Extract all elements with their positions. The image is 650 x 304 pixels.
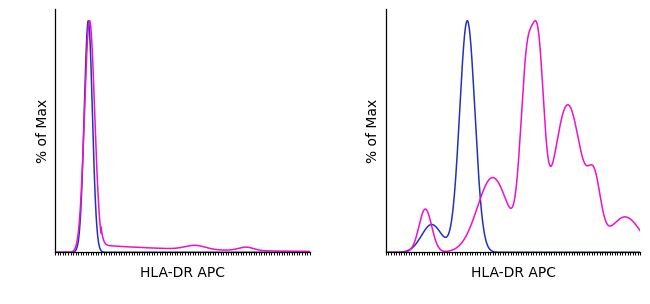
Y-axis label: % of Max: % of Max (36, 98, 49, 163)
X-axis label: HLA-DR APC: HLA-DR APC (140, 266, 225, 280)
Y-axis label: % of Max: % of Max (367, 98, 380, 163)
X-axis label: HLA-DR APC: HLA-DR APC (471, 266, 556, 280)
